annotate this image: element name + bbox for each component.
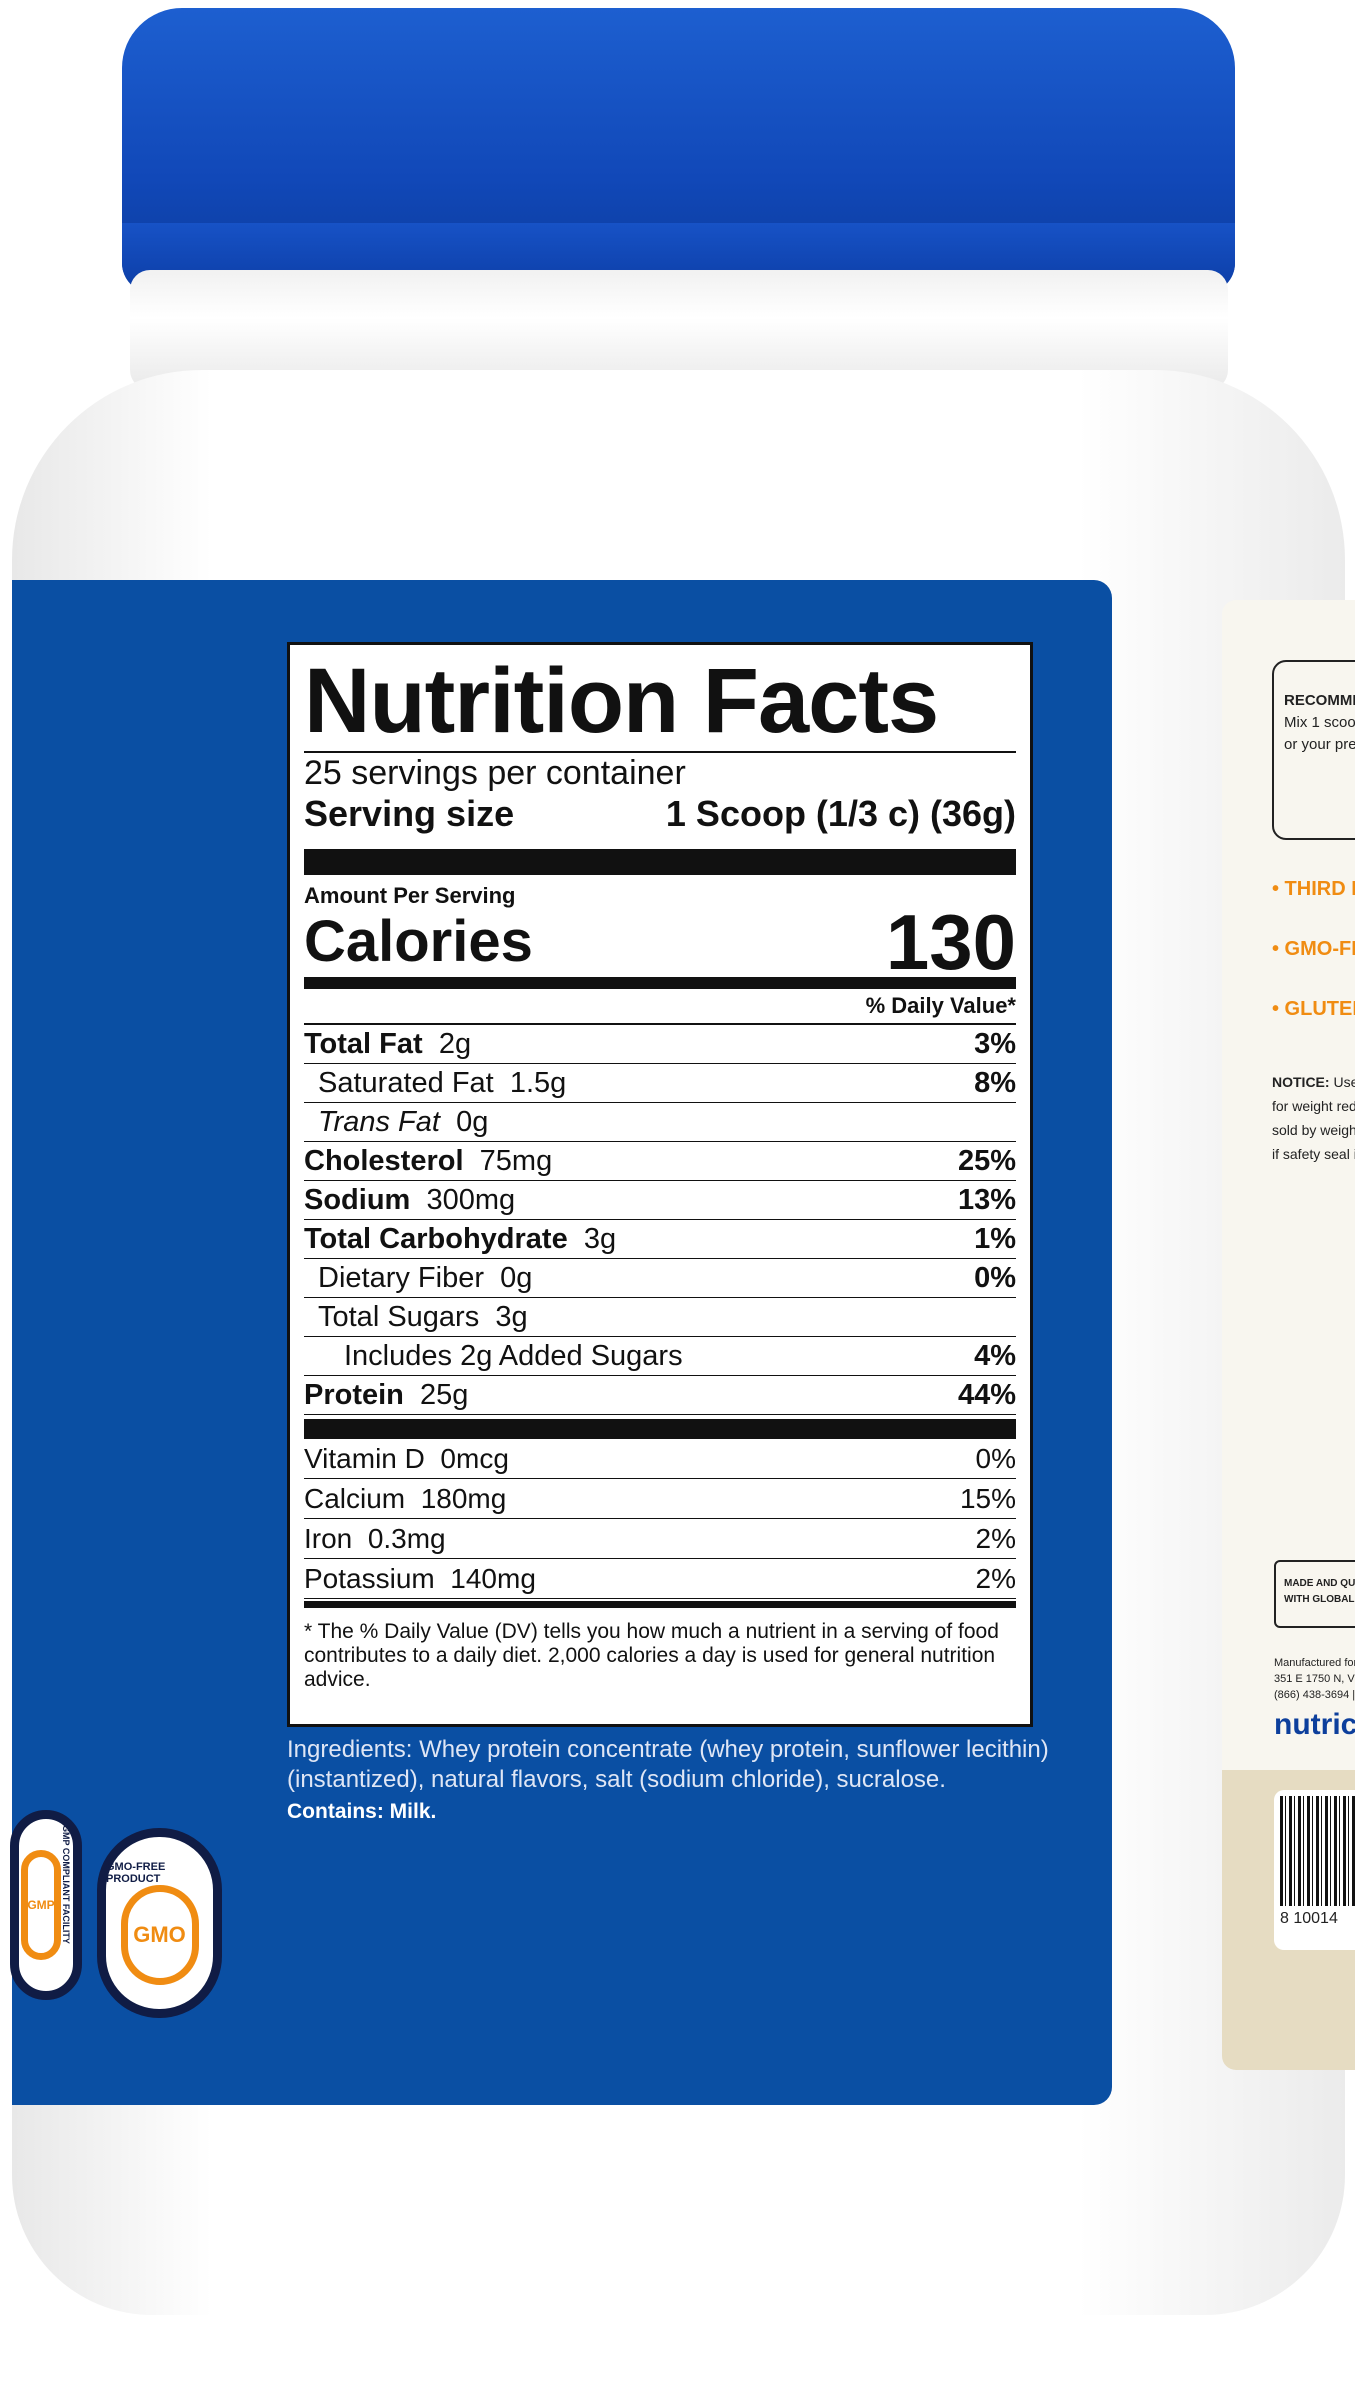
vitamin-name: Potassium 140mg (304, 1563, 536, 1594)
bullet-gmo-free: • GMO-FRE (1272, 938, 1355, 960)
mfg-line: (866) 438-3694 | s.co (1274, 1689, 1355, 1701)
nutrient-row: Dietary Fiber 0g 0% (304, 1259, 1016, 1298)
rec-line2: or your prefe (1284, 736, 1355, 753)
nutrient-name: Dietary Fiber 0g (318, 1262, 533, 1294)
nutrient-name: Includes 2g Added Sugars (344, 1340, 683, 1372)
nutrient-row: Trans Fat 0g (304, 1103, 1016, 1142)
brand-logo: nutricost (1274, 1708, 1355, 1741)
notice-label: NOTICE: (1272, 1074, 1330, 1090)
notice-line: sold by weight, (1272, 1122, 1355, 1138)
ingredients: Ingredients: Whey protein concentrate (w… (287, 1736, 1049, 1793)
nutrient-dv: 25% (957, 1145, 1016, 1177)
vitamin-row: Vitamin D 0mcg 0% (304, 1439, 1016, 1479)
nutrient-dv: 4% (974, 1340, 1016, 1372)
made-line: WITH GLOBALLY S (1284, 1594, 1355, 1605)
barcode: 8 10014 (1274, 1790, 1355, 1950)
amount-per-serving: Amount Per Serving (304, 883, 516, 908)
vitamin-dv: 0% (975, 1443, 1016, 1474)
daily-value-header: % Daily Value* (304, 993, 1016, 1025)
no-gmo-icon: GMO (120, 1885, 199, 1985)
gmo-free-badge: GMO-FREE PRODUCT GMO (97, 1828, 222, 2018)
nutrient-name: Trans Fat 0g (318, 1106, 489, 1138)
vitamin-row: Potassium 140mg 2% (304, 1559, 1016, 1599)
nutrient-name: Total Fat 2g (304, 1028, 472, 1060)
nutrient-row: Total Carbohydrate 3g 1% (304, 1220, 1016, 1259)
nutrient-name: Saturated Fat 1.5g (318, 1067, 567, 1099)
notice-line: for weight redu (1272, 1098, 1355, 1114)
notice: NOTICE: Use this for weight redu sold by w… (1272, 1070, 1355, 1166)
nutrient-row: Protein 25g 44% (304, 1376, 1016, 1415)
vitamin-name: Vitamin D 0mcg (304, 1443, 509, 1474)
made-line: MADE AND QUALI (1284, 1578, 1355, 1589)
bullet-third-party: • THIRD PA (1272, 878, 1355, 900)
gmo-ring-text: GMO-FREE PRODUCT (106, 1861, 166, 1885)
calories: Calories 130 (304, 898, 1016, 986)
nutrient-name: Protein 25g (304, 1379, 469, 1411)
nutrient-name: Total Carbohydrate 3g (304, 1223, 617, 1255)
nutrient-name: Cholesterol 75mg (304, 1145, 553, 1177)
nutrient-name: Total Sugars 3g (318, 1301, 528, 1333)
footnote: * The % Daily Value (DV) tells you how m… (304, 1620, 999, 1691)
notice-line: Use this (1333, 1074, 1355, 1090)
mfg-line: Manufactured for: nu (1274, 1657, 1355, 1669)
nutrient-row: Total Fat 2g 3% (304, 1025, 1016, 1064)
vitamin-dv: 2% (975, 1523, 1016, 1554)
nutrient-row: Sodium 300mg 13% (304, 1181, 1016, 1220)
mfg-line: 351 E 1750 N, Vineya (1274, 1673, 1355, 1685)
rec-line1: Mix 1 scoop (1284, 714, 1355, 731)
nutrient-dv: 13% (957, 1184, 1016, 1216)
nutrient-row: Total Sugars 3g (304, 1298, 1016, 1337)
serving-size-value: 1 Scoop (1/3 c) (36g) (665, 793, 1016, 834)
nutrient-dv: 0% (974, 1262, 1016, 1294)
nutrient-row: Includes 2g Added Sugars 4% (304, 1337, 1016, 1376)
barcode-digits: 8 10014 (1280, 1910, 1338, 1927)
gmp-badge: GMP COMPLIANT FACILITY GMP (10, 1810, 82, 2000)
serving-size: Serving size 1 Scoop (1/3 c) (36g) (304, 793, 1016, 835)
gmp-ring-text: GMP COMPLIANT FACILITY (61, 1825, 71, 1944)
rec-title: RECOMMEN (1284, 692, 1355, 709)
nutrient-dv: 44% (957, 1379, 1016, 1411)
vitamin-name: Iron 0.3mg (304, 1523, 446, 1554)
made-box: MADE AND QUALI WITH GLOBALLY S (1274, 1560, 1355, 1628)
nutrient-dv: 1% (974, 1223, 1016, 1255)
recommended-use-box: RECOMMEN Mix 1 scoop or your prefe (1272, 660, 1355, 840)
serving-size-label: Serving size (304, 793, 515, 834)
vitamin-name: Calcium 180mg (304, 1483, 507, 1514)
servings-per-container: 25 servings per container (304, 754, 686, 792)
nutrient-dv: 3% (974, 1028, 1016, 1060)
vitamin-dv: 15% (959, 1483, 1016, 1514)
bottle-cap (122, 8, 1235, 293)
calories-value: 130 (885, 898, 1016, 986)
manufacturer-info: Manufactured for: nu 351 E 1750 N, Vineya… (1274, 1655, 1355, 1703)
nutrient-dv: 8% (974, 1067, 1016, 1099)
nutrition-facts-panel: Nutrition Facts 25 servings per containe… (287, 642, 1033, 1727)
allergen-statement: Contains: Milk. (287, 1800, 437, 1823)
nutrient-name: Sodium 300mg (304, 1184, 516, 1216)
gmp-center: GMP (21, 1850, 61, 1960)
nutrient-row: Cholesterol 75mg 25% (304, 1142, 1016, 1181)
nutrition-title: Nutrition Facts (304, 651, 1016, 753)
side-panel: RECOMMEN Mix 1 scoop or your prefe • THIRD… (1222, 600, 1355, 2070)
vitamin-row: Iron 0.3mg 2% (304, 1519, 1016, 1559)
notice-line: if safety seal is b (1272, 1146, 1355, 1162)
nutrient-row: Saturated Fat 1.5g 8% (304, 1064, 1016, 1103)
vitamin-row: Calcium 180mg 15% (304, 1479, 1016, 1519)
calories-label: Calories (304, 909, 533, 974)
vitamin-dv: 2% (975, 1563, 1016, 1594)
